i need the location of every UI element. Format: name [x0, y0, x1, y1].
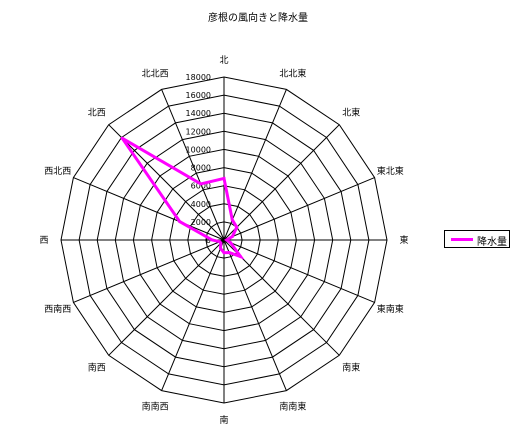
data-point — [178, 220, 182, 224]
direction-label: 東北東 — [377, 165, 404, 177]
radial-tick-label: 2000 — [191, 218, 211, 227]
data-point — [227, 251, 231, 254]
direction-label: 西北西 — [44, 166, 71, 177]
direction-label: 西南西 — [44, 303, 71, 315]
radial-tick-label: 12000 — [186, 127, 211, 136]
radial-tick-label: 18000 — [186, 73, 211, 82]
direction-label: 東南東 — [377, 303, 404, 315]
data-point — [210, 238, 214, 242]
direction-label: 北北西 — [142, 69, 169, 80]
data-point — [199, 182, 203, 186]
data-point — [218, 240, 222, 244]
radial-tick-label: 8000 — [191, 164, 211, 173]
data-point — [239, 255, 243, 259]
grid-spoke — [73, 239, 225, 303]
direction-label: 東 — [399, 234, 408, 246]
grid-spoke — [161, 239, 225, 391]
grid-spoke — [161, 89, 225, 241]
data-point — [235, 225, 239, 229]
data-point — [219, 246, 222, 250]
direction-label: 北 — [219, 55, 228, 66]
legend-label: 降水量 — [477, 237, 507, 248]
direction-label: 北西 — [88, 108, 106, 119]
grid-spoke — [223, 124, 340, 241]
grid-spoke — [223, 177, 375, 241]
data-point — [225, 238, 229, 242]
grid-spoke — [73, 177, 225, 241]
radial-tick-label: 10000 — [186, 145, 211, 154]
direction-label: 西 — [39, 235, 48, 246]
radial-tick-label: 4000 — [191, 200, 211, 209]
data-point — [229, 241, 233, 245]
radial-tick-label: 16000 — [186, 91, 211, 100]
grid-spoke — [223, 239, 287, 391]
radial-tick-label: 14000 — [186, 109, 211, 118]
data-point — [230, 235, 234, 238]
data-point — [120, 136, 124, 140]
chart-title: 彦根の風向きと降水量 — [208, 13, 308, 24]
direction-label: 北北東 — [279, 68, 306, 80]
direction-label: 南 — [219, 414, 228, 426]
grid-spoke — [223, 89, 287, 241]
direction-label: 南南東 — [279, 400, 306, 412]
legend-line-swatch — [451, 238, 473, 241]
data-point — [222, 176, 226, 180]
data-point — [230, 218, 234, 222]
direction-label: 南南西 — [142, 400, 169, 412]
direction-label: 南西 — [88, 361, 106, 373]
radial-tick-label: 6000 — [191, 182, 211, 191]
data-point — [222, 251, 226, 255]
legend: 降水量 — [444, 230, 510, 248]
radial-tick-label: 0 — [206, 236, 211, 245]
direction-label: 南東 — [342, 361, 360, 373]
grid-spoke — [223, 239, 340, 356]
grid-spoke — [223, 239, 375, 303]
grid-spoke — [108, 239, 225, 356]
direction-label: 北東 — [342, 107, 360, 119]
